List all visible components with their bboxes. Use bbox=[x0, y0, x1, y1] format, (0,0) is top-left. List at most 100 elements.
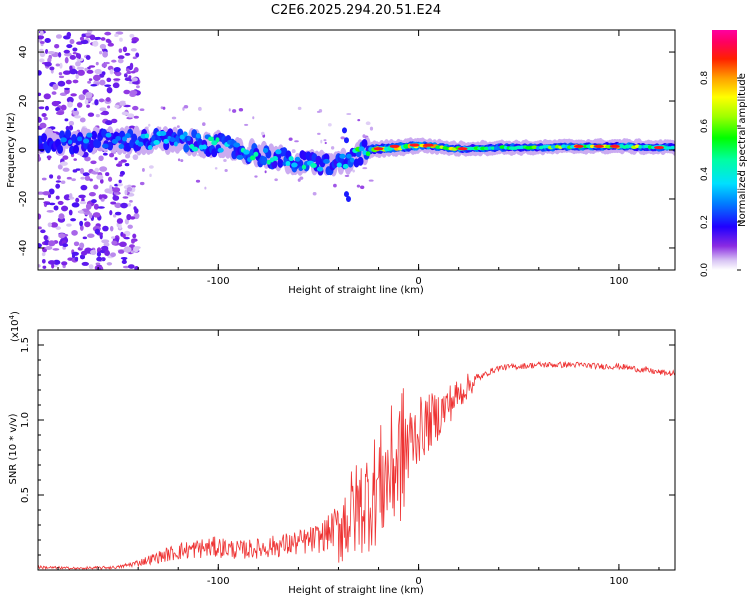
noise-blob bbox=[142, 168, 145, 172]
noise-blob bbox=[38, 264, 41, 268]
noise-blob bbox=[66, 44, 73, 49]
ridge-peak bbox=[186, 136, 191, 142]
noise-blob bbox=[316, 110, 321, 113]
ridge-core bbox=[423, 143, 434, 147]
colorbar-tick-label: 0.0 bbox=[700, 263, 710, 278]
noise-blob bbox=[77, 69, 85, 76]
ridge-peak bbox=[310, 162, 317, 168]
colorbar-tick-label: 0.8 bbox=[700, 71, 710, 86]
noise-blob bbox=[202, 122, 206, 127]
noise-blob bbox=[126, 186, 133, 192]
noise-blob bbox=[88, 192, 96, 197]
noise-blob bbox=[365, 121, 371, 126]
noise-blob bbox=[79, 224, 84, 231]
noise-blob bbox=[261, 131, 265, 136]
noise-blob bbox=[104, 31, 112, 36]
noise-blob bbox=[244, 123, 249, 126]
noise-blob bbox=[72, 47, 78, 52]
ridge-peak bbox=[262, 148, 269, 154]
noise-blob bbox=[132, 56, 137, 60]
noise-blob bbox=[95, 36, 102, 40]
noise-blob bbox=[85, 55, 91, 60]
spectrogram-x-tick-label: 0 bbox=[415, 276, 421, 287]
noise-blob bbox=[83, 218, 87, 221]
ridge-peak bbox=[339, 153, 346, 159]
noise-blob bbox=[112, 214, 117, 218]
noise-blob bbox=[97, 206, 105, 209]
noise-blob bbox=[98, 155, 104, 162]
noise-blob bbox=[70, 93, 77, 97]
noise-blob bbox=[106, 262, 113, 266]
noise-blob bbox=[38, 156, 42, 162]
noise-blob bbox=[122, 265, 130, 269]
noise-blob bbox=[139, 181, 145, 186]
noise-blob bbox=[118, 179, 122, 184]
ridge-peak bbox=[275, 149, 282, 155]
noise-blob bbox=[109, 225, 114, 232]
colorbar-tick-label: 0.4 bbox=[700, 167, 710, 182]
noise-blob bbox=[362, 167, 368, 170]
ridge-peak bbox=[316, 166, 324, 172]
noise-blob bbox=[109, 153, 115, 158]
noise-blob bbox=[61, 205, 69, 212]
ridge-body bbox=[357, 156, 364, 166]
noise-blob bbox=[139, 108, 145, 112]
noise-blob bbox=[88, 212, 93, 219]
noise-blob bbox=[104, 120, 113, 126]
noise-blob bbox=[55, 226, 61, 230]
noise-blob bbox=[119, 102, 127, 106]
noise-blob bbox=[116, 218, 124, 224]
noise-blob bbox=[160, 106, 164, 110]
ridge-peak bbox=[236, 154, 244, 160]
ridge-offshoot bbox=[343, 191, 349, 198]
noise-blob bbox=[84, 175, 91, 181]
noise-blob bbox=[38, 213, 42, 220]
noise-blob bbox=[148, 165, 154, 169]
noise-blob bbox=[62, 243, 69, 248]
snr-multiplier: (x104) bbox=[8, 311, 21, 342]
snr-x-tick-label: 100 bbox=[609, 576, 628, 587]
noise-blob bbox=[92, 212, 101, 218]
noise-blob bbox=[79, 117, 86, 123]
noise-blob bbox=[43, 93, 51, 100]
noise-blob bbox=[72, 110, 80, 116]
ridge-body bbox=[131, 133, 138, 143]
noise-blob bbox=[119, 37, 123, 42]
colorbar: 0.0 0.2 0.4 0.6 0.8 Normalized spectral ampl… bbox=[700, 30, 748, 277]
noise-blob bbox=[118, 249, 125, 254]
noise-blob bbox=[133, 67, 139, 73]
noise-blob bbox=[123, 73, 128, 78]
noise-blob bbox=[254, 175, 258, 178]
noise-blob bbox=[84, 221, 91, 228]
ridge-peak bbox=[323, 158, 330, 164]
noise-blob bbox=[132, 105, 139, 111]
noise-blob bbox=[120, 202, 128, 209]
ridge-peak bbox=[102, 143, 109, 149]
ridge-peak bbox=[266, 159, 271, 165]
noise-blob bbox=[111, 240, 118, 245]
snr-panel: -100 0 100 0.5 1.0 1.5 Height of straight lin… bbox=[8, 311, 676, 596]
noise-blob bbox=[90, 249, 97, 255]
noise-blob bbox=[38, 106, 45, 110]
noise-blob bbox=[79, 200, 87, 205]
noise-blob bbox=[47, 240, 56, 247]
noise-blob bbox=[84, 67, 88, 72]
ridge-body bbox=[65, 129, 72, 139]
ridge-peak bbox=[301, 164, 307, 170]
noise-blob bbox=[131, 239, 135, 244]
spectrogram-y-tick-label: 40 bbox=[18, 46, 29, 59]
noise-blob bbox=[228, 108, 231, 112]
snr-x-label: Height of straight line (km) bbox=[288, 585, 424, 596]
ridge-core bbox=[593, 144, 604, 148]
noise-blob bbox=[129, 62, 134, 70]
snr-multiplier-base: (x10 bbox=[10, 319, 21, 342]
noise-blob bbox=[55, 183, 61, 189]
noise-blob bbox=[122, 233, 126, 239]
noise-blob bbox=[95, 61, 99, 66]
noise-blob bbox=[100, 37, 106, 41]
noise-blob bbox=[43, 201, 51, 204]
noise-blob bbox=[87, 66, 91, 70]
ridge-peak bbox=[169, 137, 176, 143]
ridge-peak bbox=[243, 149, 250, 155]
